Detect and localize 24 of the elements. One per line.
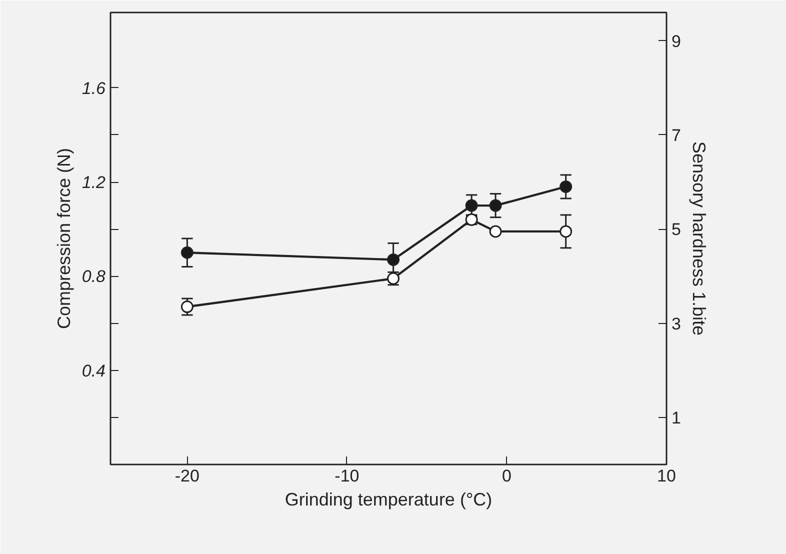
y-tick-label: 1.6	[82, 78, 106, 98]
y2-tick-label: 3	[672, 314, 681, 334]
point	[465, 199, 478, 212]
point	[560, 180, 572, 193]
point	[489, 225, 502, 238]
point	[387, 253, 400, 266]
point	[180, 300, 194, 314]
point	[560, 225, 572, 238]
point	[180, 246, 194, 259]
y-axis-title: Compression force (N)	[54, 148, 74, 330]
x-tick-label: 10	[657, 466, 676, 486]
point	[489, 199, 502, 212]
y-tick-label: 0.4	[82, 361, 106, 380]
x-tick-label: -20	[174, 466, 200, 486]
y-tick-label: 1.2	[82, 173, 106, 192]
y2-tick-label: 1	[672, 408, 681, 428]
y2-tick-label: 7	[672, 126, 681, 145]
y-tick-label: 0.8	[82, 267, 106, 286]
y2-tick-label: 9	[672, 32, 681, 51]
x-tick-label: -10	[334, 466, 360, 486]
x-axis-title: Grinding temperature (°C)	[284, 490, 492, 510]
y2-tick-label: 5	[672, 220, 681, 240]
y2-axis-title: Sensory hardness 1.bite	[688, 141, 709, 336]
x-tick-label: 0	[502, 466, 512, 486]
